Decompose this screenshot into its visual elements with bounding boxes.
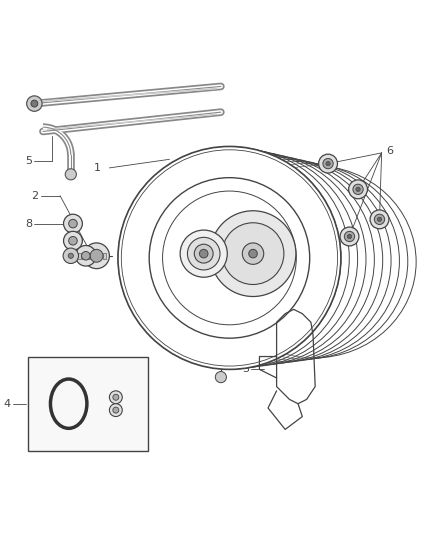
Circle shape: [69, 237, 77, 245]
Circle shape: [353, 184, 363, 195]
Circle shape: [187, 237, 220, 270]
Circle shape: [349, 180, 367, 199]
Bar: [77, 253, 81, 259]
Bar: [82, 253, 86, 259]
Circle shape: [68, 253, 74, 259]
Circle shape: [63, 248, 78, 263]
Circle shape: [113, 394, 119, 400]
Text: 3: 3: [242, 365, 249, 374]
Circle shape: [249, 249, 257, 258]
Circle shape: [222, 223, 284, 285]
Bar: [98, 253, 101, 259]
Text: 8: 8: [25, 219, 32, 229]
Circle shape: [215, 372, 226, 383]
Bar: [28, 357, 148, 451]
Circle shape: [64, 231, 82, 250]
Circle shape: [110, 391, 122, 403]
Circle shape: [81, 252, 90, 260]
Text: 5: 5: [25, 157, 32, 166]
Circle shape: [347, 235, 352, 239]
Circle shape: [326, 161, 330, 166]
Bar: [93, 253, 96, 259]
Circle shape: [199, 249, 208, 258]
Circle shape: [65, 169, 76, 180]
Circle shape: [110, 403, 122, 417]
Circle shape: [180, 230, 227, 277]
Circle shape: [69, 220, 77, 228]
Circle shape: [356, 187, 360, 191]
Text: 1: 1: [94, 163, 101, 173]
Circle shape: [340, 227, 359, 246]
Text: 4: 4: [4, 399, 11, 409]
Circle shape: [75, 246, 96, 266]
Text: 2: 2: [32, 191, 39, 201]
Circle shape: [118, 147, 341, 369]
Circle shape: [84, 243, 110, 269]
Circle shape: [210, 211, 296, 296]
Circle shape: [378, 217, 381, 222]
Bar: [103, 253, 106, 259]
Circle shape: [370, 210, 389, 229]
Circle shape: [27, 96, 42, 111]
Circle shape: [194, 244, 213, 263]
Circle shape: [64, 214, 82, 233]
Circle shape: [323, 158, 333, 169]
Circle shape: [374, 214, 385, 224]
Text: 6: 6: [386, 146, 393, 156]
Circle shape: [149, 177, 310, 338]
Bar: [88, 253, 91, 259]
Circle shape: [113, 407, 119, 413]
Circle shape: [31, 100, 38, 107]
Circle shape: [318, 154, 337, 173]
Circle shape: [90, 249, 103, 262]
Circle shape: [344, 231, 355, 241]
Circle shape: [242, 243, 264, 264]
